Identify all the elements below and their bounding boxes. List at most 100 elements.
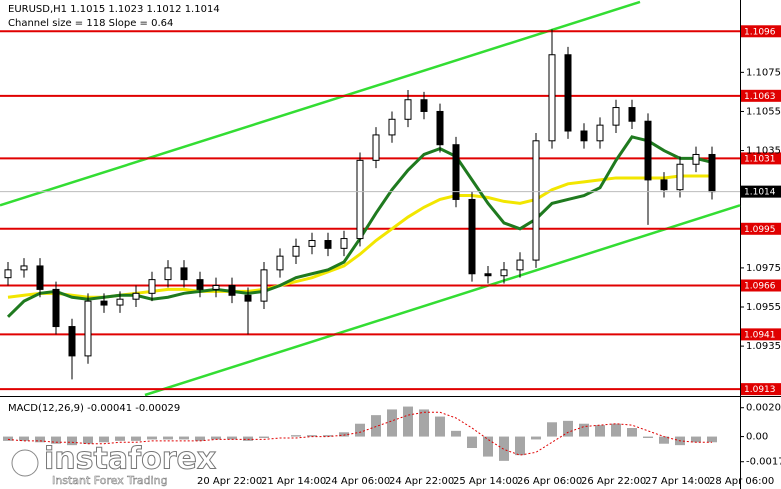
x-tick-label: 20 Apr 22:00 [197,476,262,487]
x-tick-label: 25 Apr 14:00 [453,476,518,487]
candle-body [628,107,636,122]
level-label: 1.0941 [744,330,776,340]
candle-body [500,269,508,277]
candle-body [132,292,140,300]
macd-bar [691,436,701,443]
macd-bar [51,436,61,444]
macd-bar [147,436,157,440]
candle-body [660,179,668,191]
macd-bar [595,425,605,437]
candle-body [212,284,220,290]
x-tick-label: 24 Apr 22:00 [389,476,454,487]
candle-body [596,124,604,142]
trend-channel-line [0,0,641,207]
candle-body [644,120,652,181]
level-label-box [741,328,781,341]
candle-body [708,153,716,193]
macd-bar [307,435,317,437]
logo-brand: instaforex [44,442,216,477]
macd-bar [403,406,413,437]
macd-bar [435,416,445,437]
level-label: 1.1063 [744,92,776,102]
current-price-box [741,185,781,198]
chart-subtitle: Channel size = 118 Slope = 0.64 [8,18,173,29]
macd-bar [99,436,109,443]
y-tick-label: 1.0935 [746,341,781,352]
level-label: 1.0913 [744,385,776,395]
candle-body [468,198,476,275]
x-tick-label: 26 Apr 06:00 [517,476,582,487]
macd-bar [211,436,221,440]
macd-bar [515,436,525,456]
macd-bar [291,435,301,437]
candle-body [580,130,588,142]
candle-body [308,240,316,247]
macd-bar [387,409,397,437]
candle-body [180,267,188,281]
candle-body [116,298,124,306]
candle-body [52,288,60,328]
logo-tagline: Instant Forex Trading [52,474,168,487]
candle-body [356,159,364,240]
candle-body [20,265,28,271]
candle-body [516,259,524,271]
candle-body [244,294,252,302]
macd-bar [19,436,29,441]
candle-body [4,269,12,279]
macd-bar [35,436,45,443]
y-tick-label: 1.1075 [746,67,781,78]
macd-bar [451,430,461,437]
candle-body [148,279,156,294]
x-tick-label: 26 Apr 22:00 [581,476,646,487]
candle-body [196,279,204,290]
x-tick-label: 21 Apr 14:00 [261,476,326,487]
y-tick-label: 1.1035 [746,146,781,157]
candle-body [68,326,76,357]
macd-bar [659,436,669,444]
macd-bar [163,436,173,440]
macd-bar [547,422,557,437]
candle-body [276,255,284,271]
candle-body [84,300,92,357]
macd-bar [499,436,509,461]
level-label: 1.0995 [744,225,776,235]
x-tick-label: 28 Apr 06:00 [709,476,774,487]
macd-bar [563,420,573,437]
level-label-box [741,89,781,102]
macd-bar [467,436,477,448]
candle-body [36,265,44,290]
candle-body [292,245,300,257]
candle-body [484,273,492,277]
macd-y-tick-label: 0.00 [746,432,768,443]
macd-bar [339,432,349,437]
macd-signal [7,411,712,456]
level-label: 1.1096 [744,27,776,37]
macd-bar [227,436,237,440]
macd-bar [115,436,125,441]
candle-body [420,99,428,112]
candle-body [388,118,396,136]
macd-bar [707,436,717,443]
macd-y-tick-label: 0.00202 [746,403,781,414]
macd-bar [259,436,269,438]
level-label-box [741,25,781,38]
level-label: 1.1031 [744,154,776,164]
macd-bar [323,435,333,437]
logo-icon-outline [11,449,39,477]
macd-bar [483,436,493,457]
y-tick-label: 1.0955 [746,302,781,313]
macd-bar [67,436,77,446]
macd-bar [83,436,93,444]
current-price-label: 1.1014 [744,188,776,198]
candle-body [692,153,700,165]
macd-y-tick-label: -0.00176 [746,457,781,468]
trend-channel-line [144,204,741,397]
macd-title: MACD(12,26,9) -0.00041 -0.00029 [8,403,180,414]
macd-bar [419,409,429,437]
candle-body [228,284,236,296]
candle-body [324,240,332,249]
level-label: 1.0966 [744,281,776,291]
candle-body [532,140,540,261]
